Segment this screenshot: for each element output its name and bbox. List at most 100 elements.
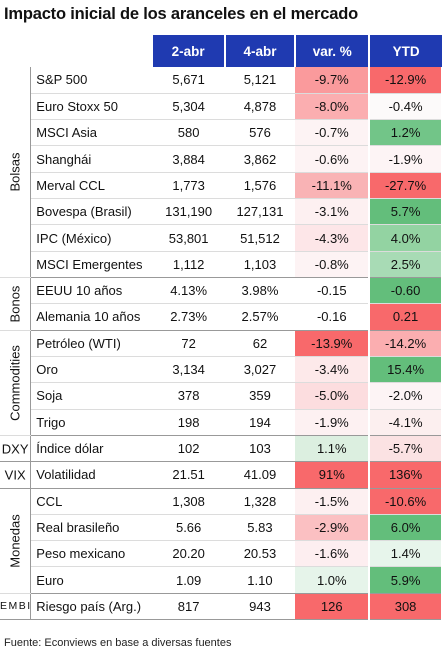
table-row: VIX Volatilidad 21.51 41.09 91% 136% xyxy=(0,461,443,489)
instrument-name: Riesgo país (Arg.) xyxy=(30,593,153,621)
table-body: Bolsas S&P 500 5,671 5,121 -9.7% -12.9% Euro S… xyxy=(0,67,443,621)
group-label: Bonos xyxy=(7,285,23,323)
var-pct-cell: -2.9% xyxy=(295,514,371,542)
source-footnote: Fuente: Econviews en base a diversas fue… xyxy=(4,637,232,649)
instrument-name: Bovespa (Brasil) xyxy=(30,198,153,226)
value-date-1: 131,190 xyxy=(152,198,225,226)
ytd-cell: -0.4% xyxy=(369,93,443,121)
value-date-1: 5,671 xyxy=(152,67,225,94)
table-row: Oro 3,134 3,027 -3.4% 15.4% xyxy=(0,356,443,384)
var-pct-cell: -8.0% xyxy=(295,93,371,121)
value-date-2: 41.09 xyxy=(224,461,296,489)
ytd-cell: -5.7% xyxy=(369,435,443,463)
value-date-1: 102 xyxy=(152,435,225,463)
instrument-name: Alemania 10 años xyxy=(30,303,153,331)
value-date-1: 53,801 xyxy=(152,224,225,252)
group-label-cell: Commodities xyxy=(0,330,32,436)
ytd-cell: 6.0% xyxy=(369,514,443,542)
ytd-cell: 136% xyxy=(369,461,443,489)
var-pct-cell: -0.7% xyxy=(295,119,371,147)
value-date-2: 1,576 xyxy=(224,172,296,200)
value-date-1: 1,308 xyxy=(152,488,225,515)
instrument-name: MSCI Emergentes xyxy=(30,251,153,279)
instrument-name: Shanghái xyxy=(30,145,153,173)
var-pct-cell: -3.4% xyxy=(295,356,371,384)
table-row: Commodities Petróleo (WTI) 72 62 -13.9% -14.2… xyxy=(0,330,443,436)
instrument-name: Volatilidad xyxy=(30,461,153,489)
table-row: Euro 1.09 1.10 1.0% 5.9% xyxy=(0,566,443,594)
instrument-name: Soja xyxy=(30,382,153,410)
ytd-cell: -27.7% xyxy=(369,172,443,200)
value-date-2: 1,103 xyxy=(224,251,296,279)
var-pct-cell: 126 xyxy=(295,593,371,621)
market-impact-table: 2-abr 4-abr var. % YTD Bolsas S&P 500 5,67… xyxy=(0,35,443,621)
ytd-cell: 4.0% xyxy=(369,224,443,252)
table-row: EMBI Riesgo país (Arg.) 817 943 126 308 xyxy=(0,593,443,621)
var-pct-cell: -3.1% xyxy=(295,198,371,226)
header-blank-name xyxy=(30,35,153,67)
value-date-2: 51,512 xyxy=(224,224,296,252)
ytd-cell: -14.2% xyxy=(369,330,443,357)
instrument-name: EEUU 10 años xyxy=(30,277,153,305)
instrument-name: MSCI Asia xyxy=(30,119,153,147)
header-row: 2-abr 4-abr var. % YTD xyxy=(0,35,442,67)
ytd-cell: -4.1% xyxy=(369,409,443,436)
instrument-name: Real brasileño xyxy=(30,514,153,542)
value-date-2: 3,027 xyxy=(224,356,296,384)
var-pct-cell: 1.0% xyxy=(295,566,371,594)
group-label-cell: VIX xyxy=(0,461,32,489)
table-row: MSCI Emergentes 1,112 1,103 -0.8% 2.5% xyxy=(0,251,443,279)
instrument-name: Trigo xyxy=(30,409,153,436)
value-date-2: 3,862 xyxy=(224,145,296,173)
table-row: Monedas CCL 1,308 1,328 -1.5% -10.6% xyxy=(0,488,443,594)
var-pct-cell: 91% xyxy=(295,461,371,489)
value-date-1: 72 xyxy=(152,330,225,357)
value-date-2: 3.98% xyxy=(224,277,296,305)
header-date-1: 2-abr xyxy=(152,35,226,67)
instrument-name: Euro xyxy=(30,566,153,594)
ytd-cell: 1.2% xyxy=(369,119,443,147)
instrument-name: Índice dólar xyxy=(30,435,153,463)
table-row: Real brasileño 5.66 5.83 -2.9% 6.0% xyxy=(0,514,443,542)
table-row: Shanghái 3,884 3,862 -0.6% -1.9% xyxy=(0,145,443,173)
group-label-cell: DXY xyxy=(0,435,32,463)
header-ytd: YTD xyxy=(369,35,442,67)
ytd-cell: -2.0% xyxy=(369,382,443,410)
ytd-cell: 2.5% xyxy=(369,251,443,279)
value-date-2: 194 xyxy=(224,409,296,436)
value-date-1: 198 xyxy=(152,409,225,436)
group-label: EMBI xyxy=(0,600,31,613)
var-pct-cell: -0.15 xyxy=(295,277,371,305)
value-date-2: 20.53 xyxy=(224,540,296,568)
value-date-1: 580 xyxy=(152,119,225,147)
value-date-1: 5.66 xyxy=(152,514,225,542)
instrument-name: Euro Stoxx 50 xyxy=(30,93,153,121)
table-row: Soja 378 359 -5.0% -2.0% xyxy=(0,382,443,410)
instrument-name: Petróleo (WTI) xyxy=(30,330,153,357)
instrument-name: Peso mexicano xyxy=(30,540,153,568)
instrument-name: CCL xyxy=(30,488,153,515)
value-date-1: 5,304 xyxy=(152,93,225,121)
table-row: Merval CCL 1,773 1,576 -11.1% -27.7% xyxy=(0,172,443,200)
value-date-1: 1.09 xyxy=(152,566,225,594)
group-label-cell: EMBI xyxy=(0,593,32,621)
instrument-name: Oro xyxy=(30,356,153,384)
table-row: Bovespa (Brasil) 131,190 127,131 -3.1% 5.7% xyxy=(0,198,443,226)
var-pct-cell: -13.9% xyxy=(295,330,371,357)
group-label: DXY xyxy=(1,441,29,457)
var-pct-cell: -4.3% xyxy=(295,224,371,252)
ytd-cell: -12.9% xyxy=(369,67,443,94)
group-label-cell: Monedas xyxy=(0,488,32,594)
instrument-name: Merval CCL xyxy=(30,172,153,200)
table-row: Bonos EEUU 10 años 4.13% 3.98% -0.15 -0.60 xyxy=(0,277,443,331)
value-date-1: 817 xyxy=(152,593,225,621)
instrument-name: IPC (México) xyxy=(30,224,153,252)
value-date-1: 378 xyxy=(152,382,225,410)
value-date-2: 943 xyxy=(224,593,296,621)
value-date-1: 2.73% xyxy=(152,303,225,331)
value-date-1: 21.51 xyxy=(152,461,225,489)
value-date-2: 576 xyxy=(224,119,296,147)
var-pct-cell: -0.6% xyxy=(295,145,371,173)
ytd-cell: 15.4% xyxy=(369,356,443,384)
group-label: Monedas xyxy=(7,513,23,568)
